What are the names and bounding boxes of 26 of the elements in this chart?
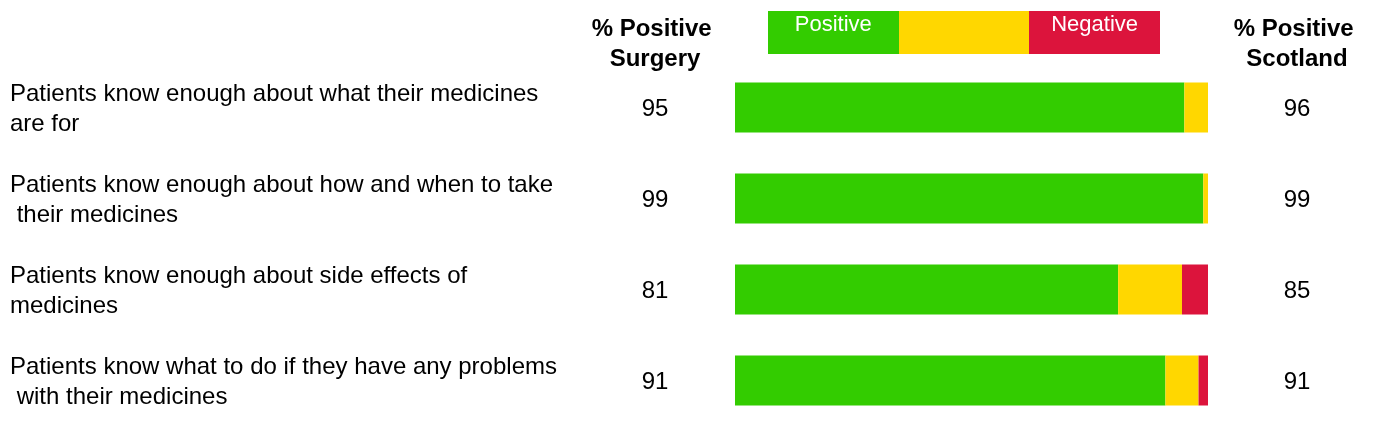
bar — [735, 264, 1119, 315]
bar — [1118, 264, 1182, 315]
bar — [735, 355, 1166, 406]
text: Negative — [1029, 11, 1160, 54]
y-tick-label: Patients know what to do if they have any problems with their medicines — [10, 352, 557, 409]
y-tick-label: Patients know enough about what their medicines are for — [10, 79, 545, 136]
text: Positive — [768, 11, 899, 54]
text: % Positive Scotland — [1233, 13, 1361, 71]
bar — [1203, 173, 1208, 224]
text: % Positive Surgery — [591, 13, 719, 71]
y-tick-label: Patients know enough about how and when to take their medicines — [10, 170, 554, 227]
data-label: 95 — [641, 94, 669, 121]
bar — [1181, 264, 1208, 315]
text: 96 — [1283, 94, 1311, 121]
y-tick-label: Patients know enough about side effects of medicines — [10, 261, 474, 318]
bar — [1184, 82, 1208, 133]
bar — [1165, 355, 1199, 406]
data-label: 81 — [641, 276, 669, 303]
bar — [735, 173, 1204, 224]
text: 91 — [1283, 367, 1311, 394]
data-label: 99 — [641, 185, 669, 212]
data-label: 91 — [641, 367, 669, 394]
text: 99 — [1283, 185, 1311, 212]
bar — [1198, 355, 1208, 406]
text: 85 — [1283, 276, 1311, 303]
bar — [735, 82, 1185, 133]
